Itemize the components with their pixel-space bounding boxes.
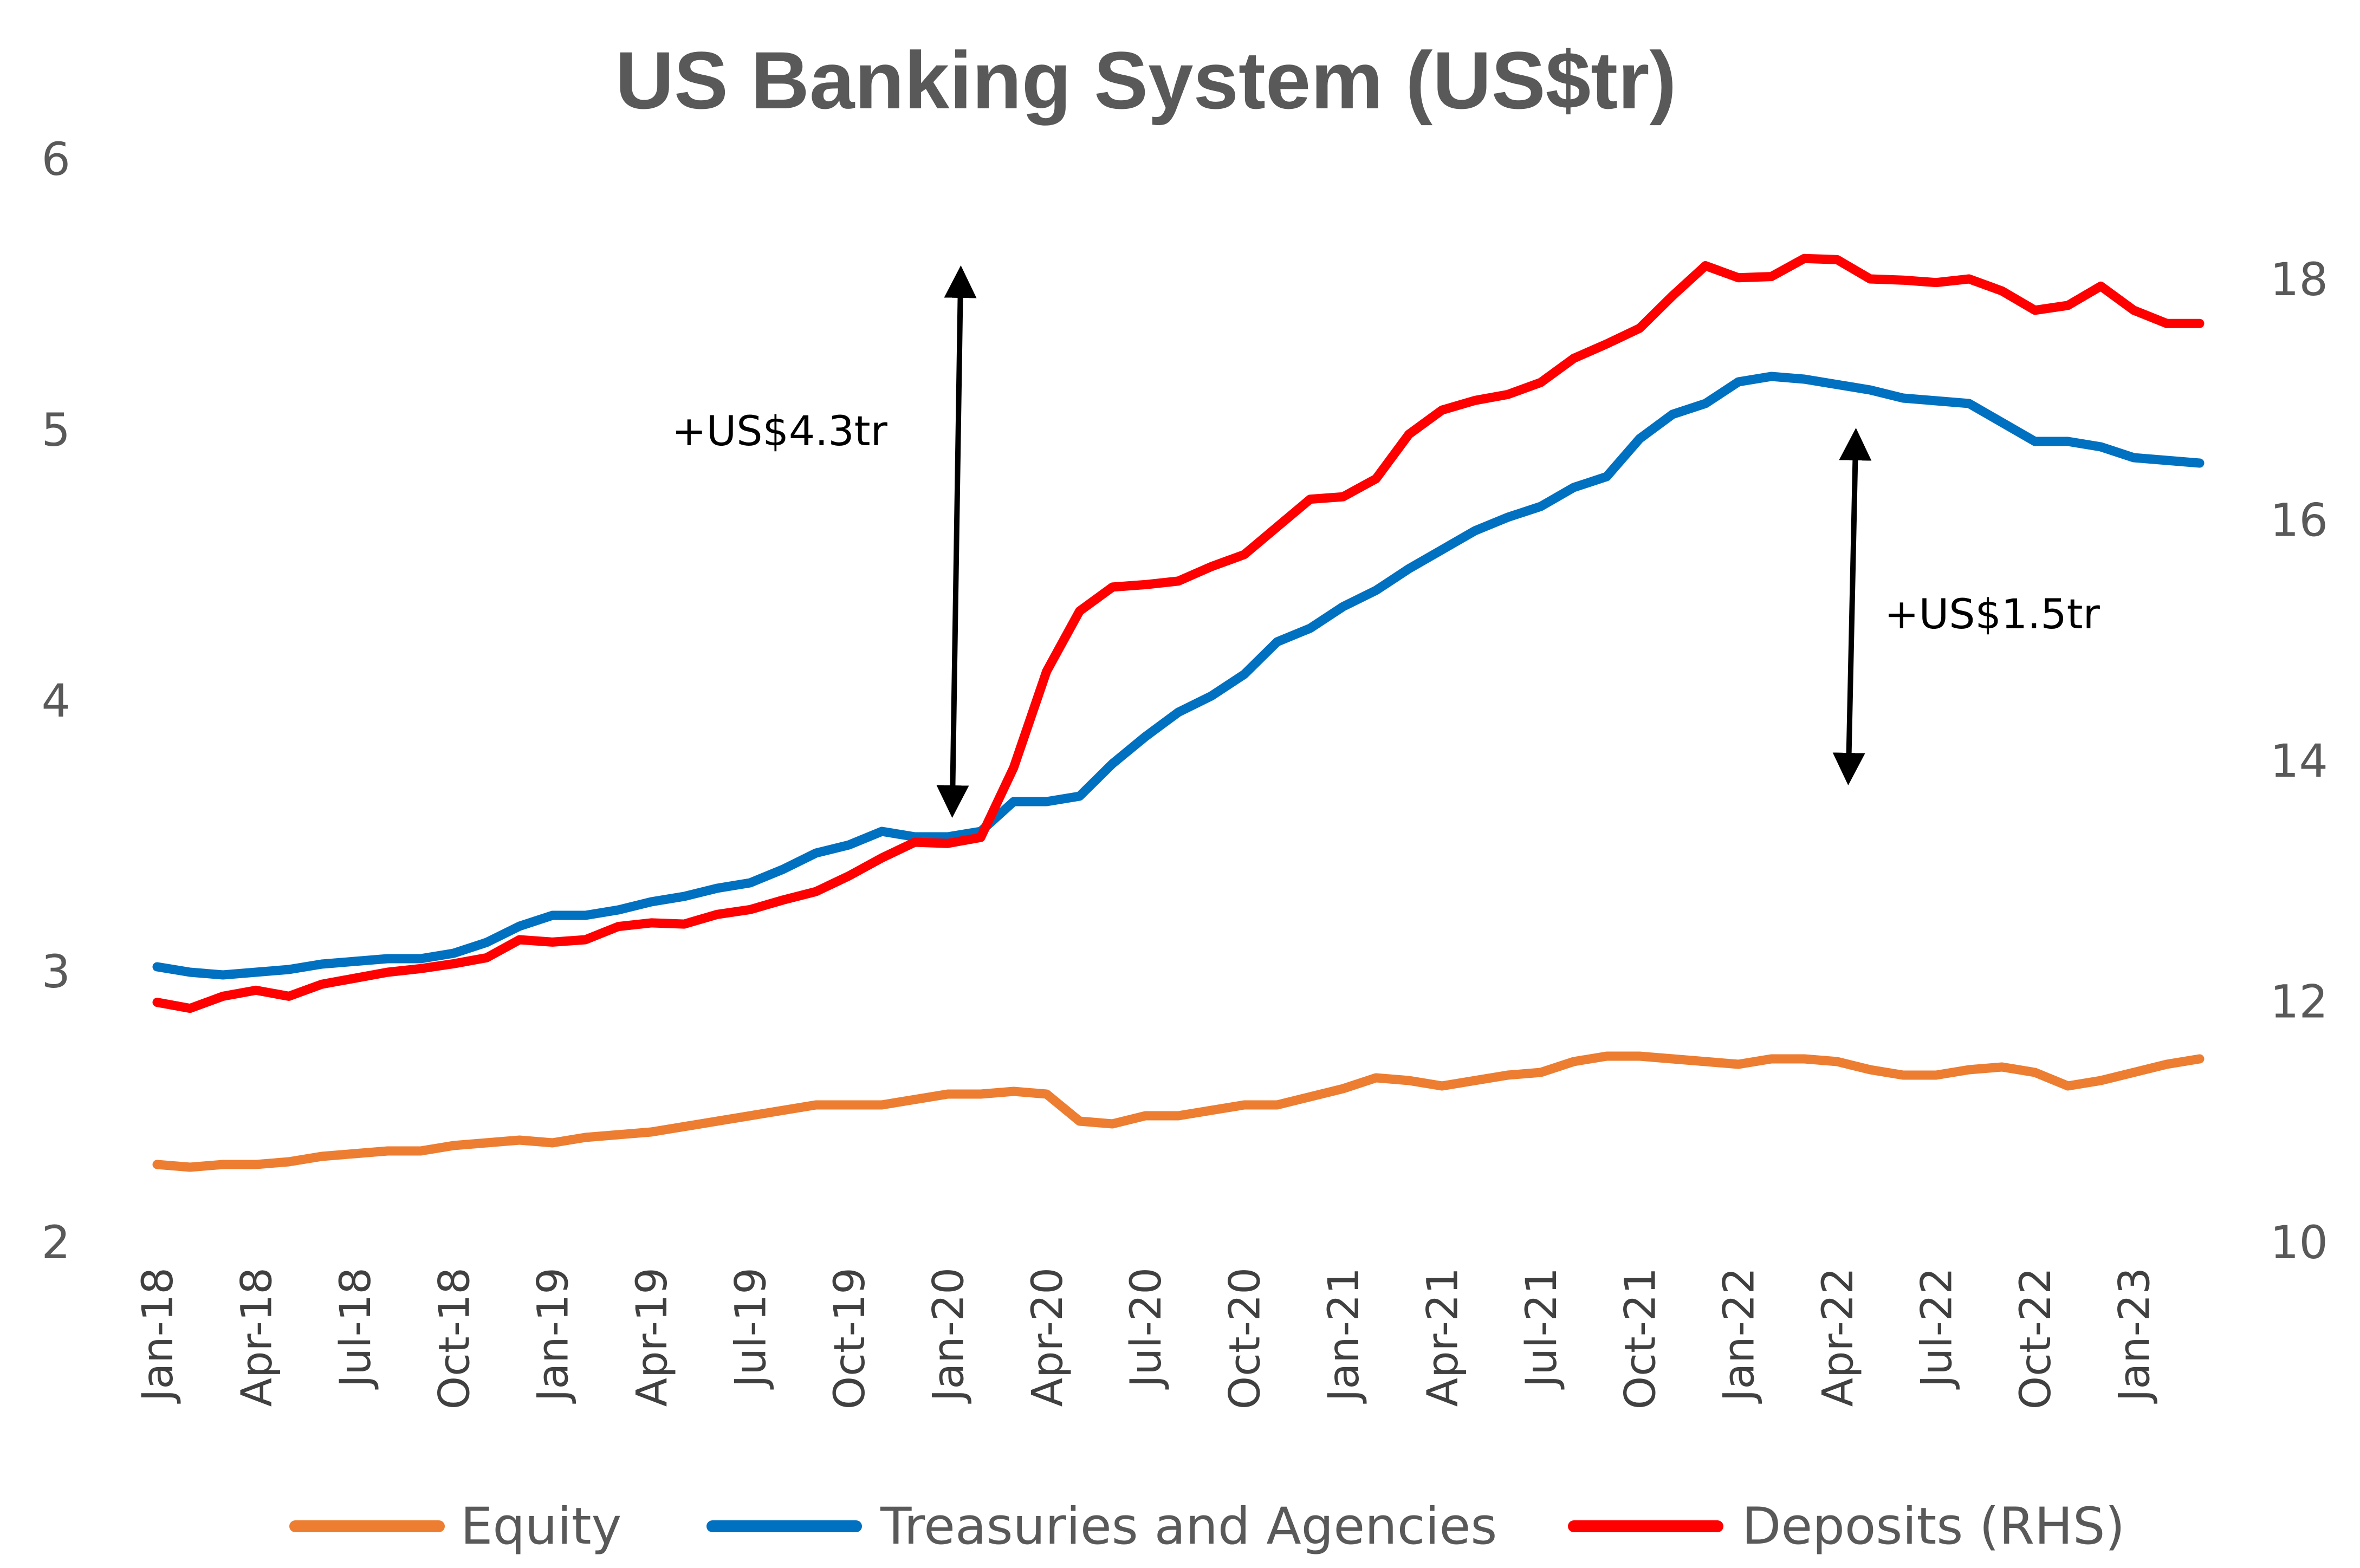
annotations: +US$4.3tr +US$1.5tr xyxy=(672,265,2100,818)
y-right-tick-label: 16 xyxy=(2270,494,2328,547)
x-tick-label: Jul-19 xyxy=(727,1267,776,1390)
chart-title: US Banking System (US$tr) xyxy=(615,35,1677,126)
legend-label: Treasuries and Agencies xyxy=(880,1497,1497,1556)
y-axis-left: 2 3 4 5 6 xyxy=(42,133,70,1269)
x-tick-label: Jul-20 xyxy=(1122,1267,1171,1390)
plot-area xyxy=(152,253,2205,1172)
y-right-tick-label: 10 xyxy=(2270,1216,2328,1269)
y-right-tick-label: 14 xyxy=(2270,734,2328,788)
x-tick-label: Apr-22 xyxy=(1814,1267,1863,1407)
y-left-tick-label: 5 xyxy=(42,404,70,457)
x-tick-label: Oct-21 xyxy=(1616,1267,1665,1409)
x-tick-label: Jan-18 xyxy=(134,1267,183,1404)
annotation-1-5tr: +US$1.5tr xyxy=(1884,590,2100,638)
x-tick-label: Jan-21 xyxy=(1320,1267,1369,1404)
x-tick-label: Jul-22 xyxy=(1913,1267,1962,1390)
y-left-tick-label: 3 xyxy=(42,945,70,998)
x-tick-label: Jan-23 xyxy=(2110,1267,2159,1404)
legend-label: Deposits (RHS) xyxy=(1742,1497,2125,1556)
x-tick-label: Jul-18 xyxy=(332,1267,380,1390)
arrow-4-3tr xyxy=(936,265,977,818)
x-tick-label: Jan-19 xyxy=(529,1267,578,1404)
y-left-tick-label: 4 xyxy=(42,674,70,727)
y-axis-right: 10 12 14 16 18 xyxy=(2270,253,2328,1269)
x-tick-label: Apr-20 xyxy=(1023,1267,1072,1407)
x-tick-label: Apr-21 xyxy=(1418,1267,1467,1407)
arrow-1-5tr xyxy=(1832,428,1872,785)
y-left-tick-label: 2 xyxy=(42,1216,70,1269)
x-tick-label: Jan-20 xyxy=(924,1267,973,1404)
series-line-treasuries-and-agencies xyxy=(152,372,2205,980)
legend-label: Equity xyxy=(461,1497,621,1556)
x-tick-label: Oct-20 xyxy=(1221,1267,1270,1409)
y-left-tick-label: 6 xyxy=(42,133,70,186)
x-tick-label: Jan-22 xyxy=(1715,1267,1764,1404)
y-right-tick-label: 18 xyxy=(2270,253,2328,306)
x-tick-label: Oct-18 xyxy=(430,1267,479,1409)
x-tick-label: Oct-22 xyxy=(2012,1267,2060,1409)
y-right-tick-label: 12 xyxy=(2270,975,2328,1029)
series-line-deposits-rhs xyxy=(152,253,2205,1013)
x-tick-label: Apr-18 xyxy=(232,1267,281,1407)
series-line-equity xyxy=(152,1051,2205,1172)
legend: Equity Treasuries and Agencies Deposits (R… xyxy=(289,1497,2125,1556)
annotation-4-3tr: +US$4.3tr xyxy=(672,407,888,455)
x-tick-label: Oct-19 xyxy=(826,1267,874,1409)
x-tick-label: Jul-21 xyxy=(1518,1267,1566,1390)
x-axis: Jan-18 Apr-18 Jul-18 Oct-18 Jan-19 Apr-19 Jul-… xyxy=(134,1267,2159,1409)
x-tick-label: Apr-19 xyxy=(628,1267,677,1407)
